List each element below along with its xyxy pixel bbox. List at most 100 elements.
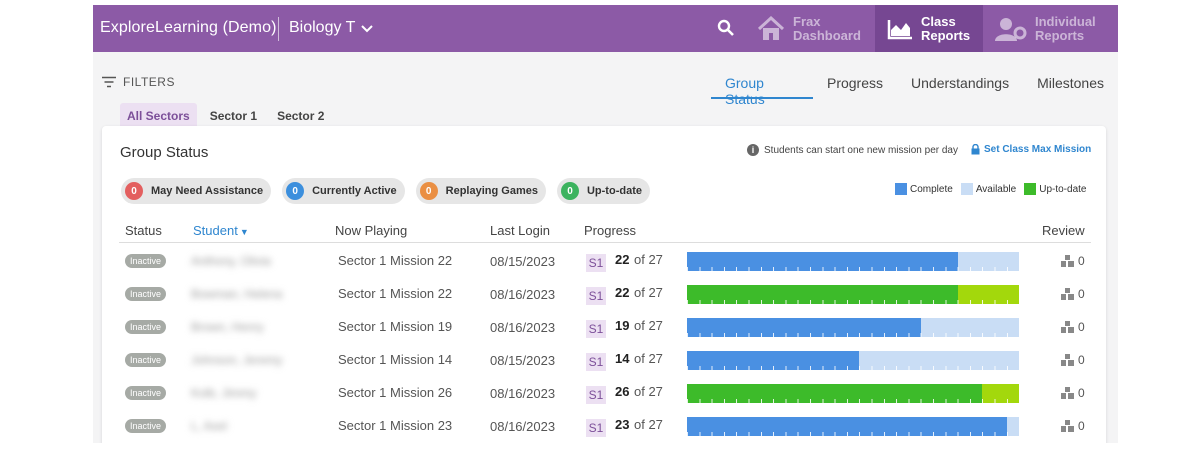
boxes-icon xyxy=(1061,288,1074,300)
table-row[interactable]: Inactive Anthony, Olivia Sector 1 Mission … xyxy=(119,245,1091,278)
status-badge: Inactive xyxy=(125,287,167,301)
badge-up-to-date[interactable]: 0 Up-to-date xyxy=(556,178,650,204)
progress-total: of 27 xyxy=(634,351,663,366)
status-badge: Inactive xyxy=(125,254,167,268)
progress-bar-fill xyxy=(687,384,983,403)
col-now-playing[interactable]: Now Playing xyxy=(335,223,408,238)
nav-frax-line1: Frax xyxy=(793,13,821,29)
table-row[interactable]: Inactive Bowman, Helena Sector 1 Mission 2… xyxy=(119,278,1091,311)
progress-bar-fill xyxy=(687,285,958,304)
col-review[interactable]: Review xyxy=(1042,223,1085,238)
last-login: 08/15/2023 xyxy=(490,254,556,269)
info-icon: i xyxy=(747,144,759,156)
now-playing: Sector 1 Mission 14 xyxy=(338,352,453,367)
sector-chip: S1 xyxy=(586,254,606,272)
student-name[interactable]: Bowman, Helena xyxy=(191,287,283,301)
badge-currently-active[interactable]: 0 Currently Active xyxy=(282,178,405,204)
now-playing: Sector 1 Mission 26 xyxy=(338,385,453,400)
progress-total: of 27 xyxy=(634,318,663,333)
top-bar: ExploreLearning (Demo) Biology T Frax Das… xyxy=(93,5,1118,52)
class-name: Biology T xyxy=(289,19,356,36)
legend-complete: Complete xyxy=(895,183,953,195)
review-button[interactable]: 0 xyxy=(1061,254,1085,268)
class-selector[interactable]: Biology T xyxy=(289,19,374,37)
review-count: 0 xyxy=(1078,287,1085,301)
sort-down-icon: ▼ xyxy=(239,227,249,237)
student-name[interactable]: Kolb, Jimmy xyxy=(191,386,257,400)
set-class-max-mission-link[interactable]: Set Class Max Mission xyxy=(971,144,1091,155)
progress-bar-fill xyxy=(687,252,958,271)
table-row[interactable]: Inactive Kolb, Jimmy Sector 1 Mission 26 08… xyxy=(119,377,1091,410)
review-button[interactable]: 0 xyxy=(1061,419,1085,433)
sector-chip: S1 xyxy=(586,419,606,437)
progress-total: of 27 xyxy=(634,252,663,267)
nav-indiv-line2: Reports xyxy=(1035,27,1085,43)
progress-count: 23 xyxy=(615,417,630,432)
now-playing: Sector 1 Mission 22 xyxy=(338,286,453,301)
review-button[interactable]: 0 xyxy=(1061,386,1085,400)
card-title: Group Status xyxy=(120,144,209,161)
brand-title[interactable]: ExploreLearning (Demo) xyxy=(100,19,277,36)
col-last-login[interactable]: Last Login xyxy=(490,223,550,238)
search-button[interactable] xyxy=(713,15,739,41)
progress-ticks xyxy=(687,432,1019,436)
review-count: 0 xyxy=(1078,254,1085,268)
badge-count: 0 xyxy=(419,182,438,200)
status-badges: 0 May Need Assistance 0 Currently Active 0… xyxy=(121,178,650,204)
table-row[interactable]: Inactive L, Axel Sector 1 Mission 23 08/16/… xyxy=(119,410,1091,443)
tab-group-status[interactable]: Group Status xyxy=(711,67,813,107)
sector-chip: S1 xyxy=(586,386,606,404)
nav-class-line2: Reports xyxy=(921,27,971,43)
badge-label: May Need Assistance xyxy=(151,185,264,197)
nav-class-reports[interactable]: Class Reports xyxy=(875,5,983,52)
badge-replaying-games[interactable]: 0 Replaying Games xyxy=(415,178,546,204)
home-icon xyxy=(757,15,785,40)
boxes-icon xyxy=(1061,387,1074,399)
col-progress[interactable]: Progress xyxy=(584,223,637,238)
progress-ticks xyxy=(687,300,1019,304)
tab-progress[interactable]: Progress xyxy=(826,75,884,91)
progress-ticks xyxy=(687,399,1019,403)
tab-understandings[interactable]: Understandings xyxy=(911,75,1010,91)
nav-frax-dashboard[interactable]: Frax Dashboard xyxy=(745,5,875,52)
boxes-icon xyxy=(1061,321,1074,333)
sector-1[interactable]: Sector 1 xyxy=(209,109,258,123)
progress-total: of 27 xyxy=(634,417,663,432)
legend-label: Complete xyxy=(910,183,953,195)
badge-label: Currently Active xyxy=(312,185,397,197)
badge-may-need-assistance[interactable]: 0 May Need Assistance xyxy=(121,178,272,204)
sector-chip: S1 xyxy=(586,353,606,371)
legend-up-to-date: Up-to-date xyxy=(1024,183,1086,195)
sector-all[interactable]: All Sectors xyxy=(120,103,197,129)
badge-count: 0 xyxy=(286,182,305,200)
col-status[interactable]: Status xyxy=(125,223,162,238)
student-name[interactable]: Johnson, Jeremy xyxy=(191,353,283,367)
review-button[interactable]: 0 xyxy=(1061,287,1085,301)
last-login: 08/16/2023 xyxy=(490,320,556,335)
progress-bar xyxy=(687,252,1019,271)
student-name[interactable]: Anthony, Olivia xyxy=(191,254,271,268)
student-name[interactable]: Brown, Henry xyxy=(191,320,264,334)
table-row[interactable]: Inactive Johnson, Jeremy Sector 1 Mission … xyxy=(119,344,1091,377)
progress-ticks xyxy=(687,333,1019,337)
tab-milestones[interactable]: Milestones xyxy=(1037,75,1104,91)
progress-count: 22 xyxy=(615,252,630,267)
review-button[interactable]: 0 xyxy=(1061,320,1085,334)
progress-bar-tail xyxy=(957,285,1019,304)
sector-2[interactable]: Sector 2 xyxy=(277,109,325,123)
progress-bar-fill xyxy=(687,318,921,337)
progress-bar xyxy=(687,417,1019,436)
nav-individual-reports[interactable]: Individual Reports xyxy=(983,5,1118,52)
col-student[interactable]: Student ▼ xyxy=(193,223,249,238)
badge-label: Replaying Games xyxy=(445,185,538,197)
review-button[interactable]: 0 xyxy=(1061,353,1085,367)
student-name[interactable]: L, Axel xyxy=(191,419,228,433)
search-icon xyxy=(717,19,734,36)
boxes-icon xyxy=(1061,255,1074,267)
badge-count: 0 xyxy=(560,182,579,200)
table-row[interactable]: Inactive Brown, Henry Sector 1 Mission 19 0… xyxy=(119,311,1091,344)
report-tabs: Group Status Progress Understandings Mil… xyxy=(711,67,1118,107)
status-badge: Inactive xyxy=(125,353,167,367)
person-gear-icon xyxy=(995,17,1027,41)
filters-toggle[interactable]: FILTERS xyxy=(101,75,175,89)
